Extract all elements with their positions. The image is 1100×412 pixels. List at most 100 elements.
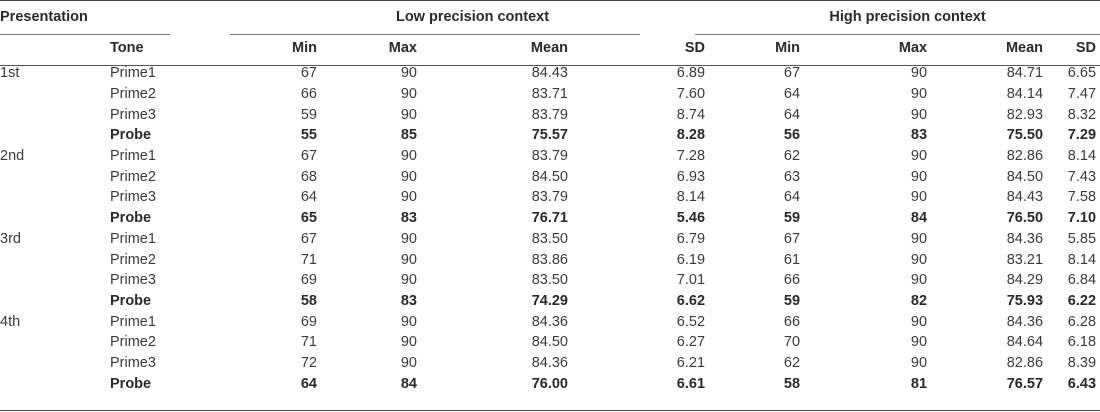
presentation-cell <box>0 373 110 394</box>
high-sd-cell: 6.22 <box>1067 292 1097 309</box>
low-min-cell: 67 <box>300 148 317 165</box>
high-mean-cell: 84.64 <box>1006 334 1044 351</box>
table-row: Probe 65 83 76.71 5.46 59 84 76.50 7.10 <box>0 208 1100 229</box>
high-max-cell: 84 <box>910 210 928 227</box>
low-mean-cell: 76.71 <box>531 210 568 227</box>
tone-cell: Prime1 <box>110 313 156 330</box>
low-sd-cell: 6.21 <box>676 354 706 371</box>
tone-cell: Prime1 <box>110 65 156 82</box>
low-max-cell: 90 <box>400 86 417 103</box>
high-min-cell: 61 <box>783 251 801 268</box>
low-min-cell: 66 <box>300 86 317 103</box>
presentation-cell <box>0 104 110 125</box>
presentation-cell: 4th <box>0 313 21 330</box>
low-min-cell: 67 <box>300 65 317 82</box>
high-min-cell: 66 <box>783 313 801 330</box>
high-mean-cell: 84.71 <box>1006 65 1044 82</box>
low-min-cell: 55 <box>300 127 317 144</box>
low-max-cell: 83 <box>400 210 417 227</box>
presentation-cell <box>0 249 110 270</box>
high-sd-cell: 7.58 <box>1067 189 1097 206</box>
presentation-cell <box>0 291 110 312</box>
low-sd-cell: 7.60 <box>676 86 706 103</box>
header-bottom-rule <box>0 65 1100 66</box>
high-mean-cell: 84.29 <box>1006 272 1044 289</box>
high-mean-cell: 84.36 <box>1006 230 1044 247</box>
high-min-cell: 64 <box>783 189 801 206</box>
high-sd-cell: 7.10 <box>1067 210 1097 227</box>
high-mean-cell: 76.50 <box>1006 210 1044 227</box>
low-min-cell: 71 <box>300 251 317 268</box>
low-group-underline <box>230 34 640 35</box>
high-min-cell: 64 <box>783 106 801 123</box>
tone-cell: Probe <box>110 375 152 392</box>
low-max-cell: 90 <box>400 189 417 206</box>
low-sd-cell: 6.19 <box>676 251 706 268</box>
presentation-cell: 3rd <box>0 230 21 247</box>
presentation-cell <box>0 125 110 146</box>
low-max-cell: 83 <box>400 292 417 309</box>
high-group-underline <box>695 34 1100 35</box>
tone-cell: Prime1 <box>110 230 156 247</box>
high-sd-header: SD <box>1075 40 1097 56</box>
high-min-cell: 67 <box>783 65 801 82</box>
presentation-cell <box>0 208 110 229</box>
low-sd-cell: 6.89 <box>676 65 706 82</box>
table-row: Probe 55 85 75.57 8.28 56 83 75.50 7.29 <box>0 125 1100 146</box>
presentation-cell <box>0 166 110 187</box>
low-max-cell: 90 <box>400 168 417 185</box>
high-sd-cell: 6.43 <box>1067 375 1097 392</box>
high-min-cell: 70 <box>783 334 801 351</box>
table-row: Prime2 66 90 83.71 7.60 64 90 84.14 7.47 <box>0 84 1100 105</box>
low-max-cell: 90 <box>400 272 417 289</box>
low-min-cell: 59 <box>300 106 317 123</box>
low-min-cell: 65 <box>300 210 317 227</box>
low-max-cell: 85 <box>400 127 417 144</box>
high-max-cell: 90 <box>910 168 928 185</box>
low-sd-cell: 6.93 <box>676 168 706 185</box>
low-max-cell: 84 <box>400 375 417 392</box>
high-mean-cell: 82.86 <box>1006 148 1044 165</box>
header-row-columns: Tone Min Max Mean SD Min Max Mean SD <box>0 33 1100 63</box>
low-mean-cell: 83.50 <box>531 272 568 289</box>
high-sd-cell: 8.14 <box>1067 251 1097 268</box>
low-min-cell: 71 <box>300 334 317 351</box>
high-sd-cell: 8.39 <box>1067 354 1097 371</box>
tone-cell: Prime3 <box>110 354 156 371</box>
high-mean-header: Mean <box>1005 40 1044 56</box>
high-mean-cell: 76.57 <box>1006 375 1044 392</box>
low-min-cell: 69 <box>300 272 317 289</box>
low-max-header: Max <box>388 40 417 56</box>
high-mean-cell: 84.36 <box>1006 313 1044 330</box>
low-sd-cell: 6.79 <box>676 230 706 247</box>
high-min-cell: 59 <box>783 292 801 309</box>
tone-cell: Prime2 <box>110 251 156 268</box>
table-row: 2nd Prime1 67 90 83.79 7.28 62 90 82.86 8.14 <box>0 146 1100 167</box>
header-row-groups: Presentation Low precision context High … <box>0 0 1100 33</box>
low-max-cell: 90 <box>400 65 417 82</box>
results-table: Presentation Low precision context High … <box>0 0 1100 394</box>
tone-cell: Prime3 <box>110 189 156 206</box>
high-max-cell: 90 <box>910 189 928 206</box>
low-sd-cell: 8.74 <box>676 106 706 123</box>
presentation-cell <box>0 84 110 105</box>
presentation-cell <box>0 187 110 208</box>
tone-cell: Prime2 <box>110 334 156 351</box>
table-row: Prime3 64 90 83.79 8.14 64 90 84.43 7.58 <box>0 187 1100 208</box>
low-mean-cell: 84.50 <box>531 334 568 351</box>
low-sd-cell: 6.52 <box>676 313 706 330</box>
high-min-cell: 59 <box>783 210 801 227</box>
low-mean-cell: 83.86 <box>531 251 568 268</box>
high-max-cell: 90 <box>910 230 928 247</box>
high-sd-cell: 7.47 <box>1067 86 1097 103</box>
low-mean-cell: 74.29 <box>531 292 568 309</box>
low-max-cell: 90 <box>400 106 417 123</box>
high-max-cell: 90 <box>910 251 928 268</box>
presentation-cell <box>0 332 110 353</box>
high-mean-cell: 82.86 <box>1006 354 1044 371</box>
high-sd-cell: 8.32 <box>1067 106 1097 123</box>
presentation-underline <box>0 34 170 35</box>
table-row: Probe 64 84 76.00 6.61 58 81 76.57 6.43 <box>0 373 1100 394</box>
tone-header: Tone <box>110 40 144 56</box>
